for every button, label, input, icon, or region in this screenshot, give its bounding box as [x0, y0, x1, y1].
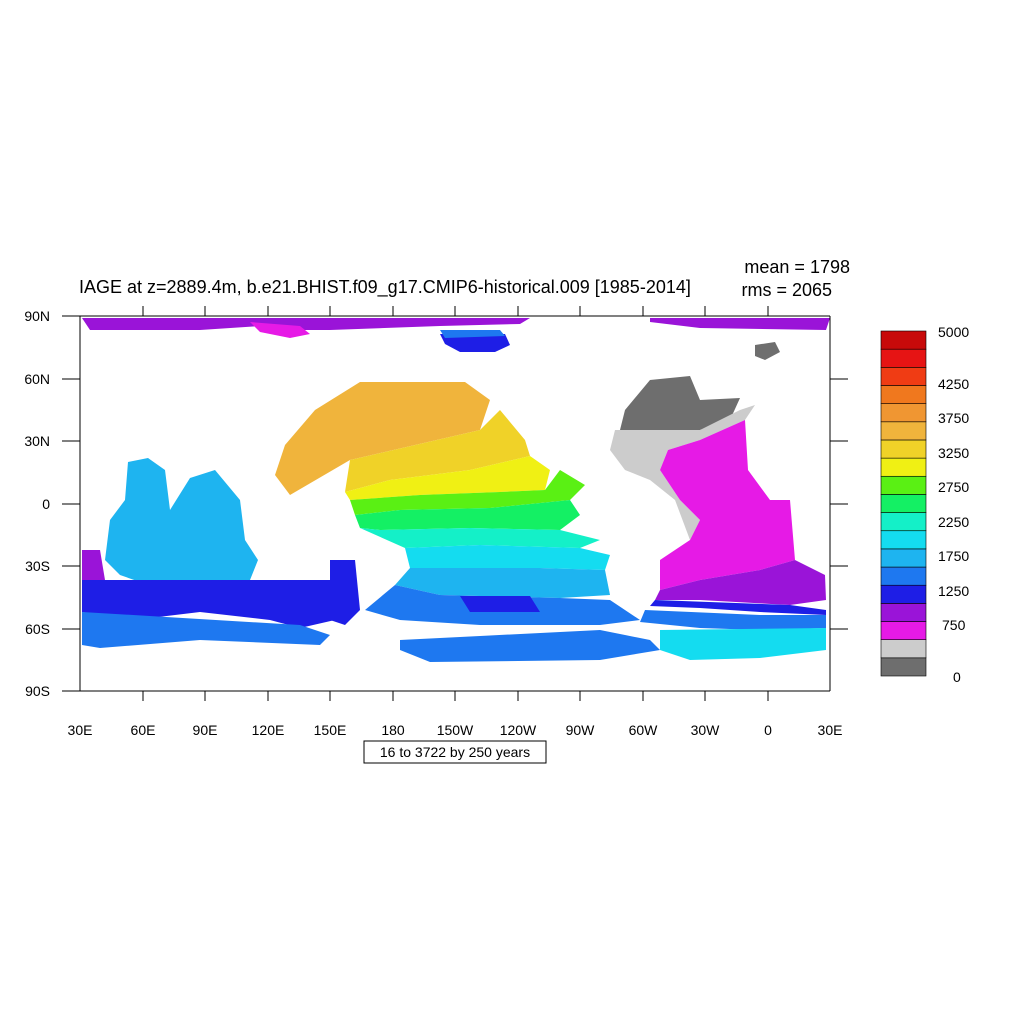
colorbar-swatch [880, 548, 927, 568]
colorbar [880, 330, 927, 677]
colorbar-swatch [880, 421, 927, 441]
colorbar-swatch [880, 475, 927, 495]
lon-label: 180 [381, 722, 405, 738]
mean-stat: mean = 1798 [744, 257, 850, 277]
colorbar-swatch [880, 584, 927, 604]
rms-stat: rms = 2065 [741, 280, 832, 300]
lon-label: 60E [131, 722, 156, 738]
colorbar-swatch [880, 530, 927, 550]
atlantic-ocean [610, 376, 826, 660]
colorbar-swatch [880, 348, 927, 368]
lon-label: 120W [500, 722, 537, 738]
pacific-ocean [275, 382, 660, 662]
tick-marks [62, 306, 848, 701]
lon-label: 30E [68, 722, 93, 738]
colorbar-label: 750 [942, 617, 966, 633]
colorbar-swatch [880, 639, 927, 659]
colorbar-swatch [880, 330, 927, 350]
colorbar-label: 2250 [938, 514, 969, 530]
colorbar-swatch [880, 494, 927, 513]
plot-title: IAGE at z=2889.4m, b.e21.BHIST.f09_g17.C… [79, 277, 691, 298]
colorbar-swatch [880, 403, 927, 423]
lon-label: 150E [314, 722, 347, 738]
colorbar-label: 4250 [938, 376, 969, 392]
lon-label: 120E [252, 722, 285, 738]
lat-label: 30N [24, 433, 50, 449]
lon-label: 150W [437, 722, 474, 738]
lon-label: 30W [691, 722, 721, 738]
lat-labels: 90N 60N 30N 0 30S 60S 90S [24, 308, 50, 699]
indian-ocean [82, 458, 335, 648]
colorbar-swatch [880, 439, 927, 459]
lat-label: 0 [42, 496, 50, 512]
colorbar-label: 3250 [938, 445, 969, 461]
lon-label: 60W [629, 722, 659, 738]
lon-label: 0 [764, 722, 772, 738]
colorbar-swatch [880, 512, 927, 532]
contour-info-box: 16 to 3722 by 250 years [363, 740, 547, 764]
lat-label: 90N [24, 308, 50, 324]
lon-label: 90E [193, 722, 218, 738]
lon-label: 30E [818, 722, 843, 738]
colorbar-label: 1250 [938, 583, 969, 599]
colorbar-label: 5000 [938, 324, 969, 340]
lat-label: 30S [25, 558, 50, 574]
lat-label: 60S [25, 621, 50, 637]
map-area [62, 306, 848, 701]
lon-label: 90W [566, 722, 596, 738]
contour-info-text: 16 to 3722 by 250 years [380, 744, 530, 760]
colorbar-labels: 5000 4250 3750 3250 2750 2250 1750 1250 … [938, 324, 969, 685]
colorbar-swatch [880, 457, 927, 477]
lon-labels: 30E 60E 90E 120E 150E 180 150W 120W 90W … [68, 722, 843, 738]
colorbar-label: 1750 [938, 548, 969, 564]
colorbar-swatch [880, 621, 927, 640]
lat-label: 60N [24, 371, 50, 387]
colorbar-swatch [880, 385, 927, 404]
arctic-region [82, 318, 830, 360]
colorbar-label: 3750 [938, 410, 969, 426]
lat-label: 90S [25, 683, 50, 699]
colorbar-swatch [880, 657, 927, 677]
colorbar-swatch [880, 566, 927, 586]
colorbar-swatch [880, 603, 927, 622]
colorbar-label: 2750 [938, 479, 969, 495]
colorbar-label: 0 [953, 669, 961, 685]
colorbar-swatch [880, 367, 927, 386]
